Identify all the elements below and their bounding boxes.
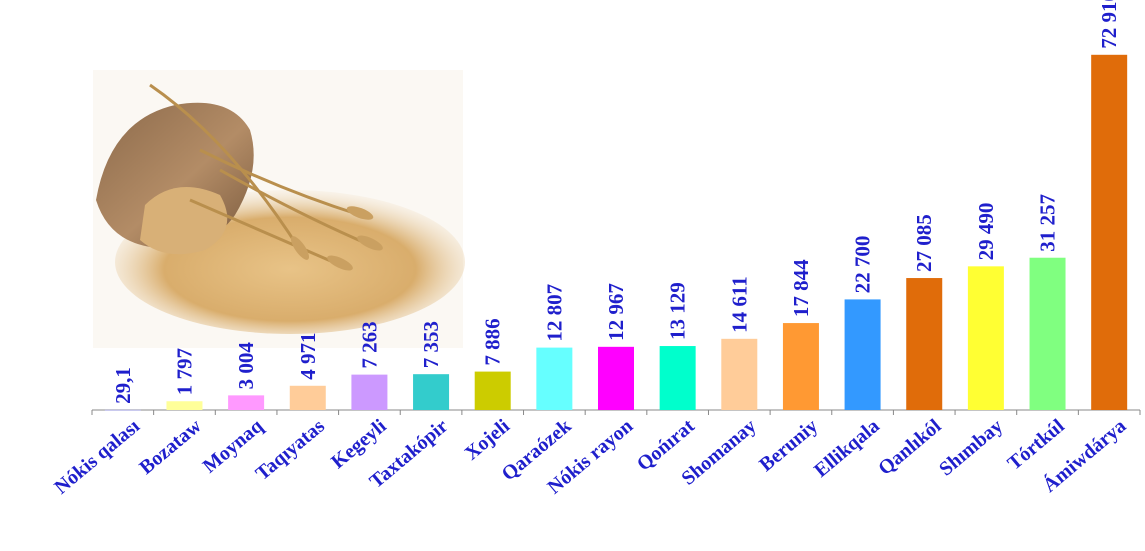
category-label: Bozataw — [135, 415, 206, 479]
bars — [104, 54, 1128, 411]
value-label: 4 971 — [296, 333, 320, 380]
value-label: 17 844 — [789, 259, 813, 317]
bar — [598, 346, 634, 410]
value-label: 7 263 — [357, 321, 381, 368]
wheat-sack-photo — [93, 70, 465, 348]
bar — [659, 346, 696, 410]
value-label: 29,1 — [111, 367, 135, 404]
value-label: 7 886 — [481, 318, 505, 365]
value-label: 27 085 — [912, 214, 936, 272]
value-label: 7 353 — [419, 321, 443, 368]
bar — [104, 409, 141, 411]
bar — [782, 323, 819, 410]
value-label: 12 807 — [542, 284, 566, 342]
bar — [474, 371, 511, 410]
value-label: 14 611 — [727, 276, 751, 333]
category-label: Nókis qalası — [50, 415, 144, 499]
value-label: 22 700 — [851, 236, 875, 294]
bar — [844, 299, 881, 410]
bar — [536, 347, 573, 410]
bar — [906, 278, 943, 410]
value-label: 13 129 — [666, 282, 690, 340]
bar — [228, 395, 265, 410]
bar — [166, 401, 203, 410]
bar — [413, 374, 450, 410]
value-label: 1 797 — [172, 348, 196, 395]
value-labels: 29,1 1 797 3 004 4 971 7 263 7 353 7 886 12 807… — [111, 0, 1121, 404]
value-label: 3 004 — [234, 342, 258, 390]
value-label: 31 257 — [1036, 194, 1060, 252]
bar — [967, 266, 1004, 410]
category-label: Shımbay — [935, 415, 1007, 480]
bar — [1091, 54, 1128, 411]
category-label: Qanlıkól — [874, 415, 946, 480]
value-label: 29 490 — [974, 203, 998, 261]
bar — [1029, 257, 1066, 410]
bar — [351, 374, 388, 410]
category-label: Ellikqala — [810, 415, 884, 482]
x-axis-ticks — [91, 410, 1141, 415]
bar — [289, 385, 326, 410]
category-label: Xojeli — [461, 415, 515, 465]
category-labels: Nókis qalasıBozatawMoynaqTaqıyatasKegeyl… — [50, 414, 1130, 498]
category-label: Taqıyatas — [252, 415, 330, 485]
bar — [721, 338, 758, 410]
value-label: 72 910 — [1097, 0, 1121, 49]
value-label: 12 967 — [604, 283, 628, 341]
